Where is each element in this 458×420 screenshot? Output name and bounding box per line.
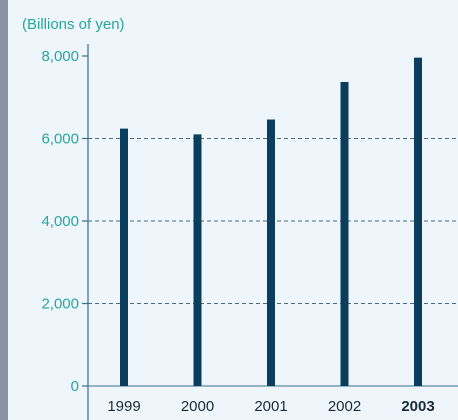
tick-labels: 0 2,000 4,000 6,000 8,000 1999 2000 2001 2002 200… <box>41 48 434 415</box>
bar-2000 <box>193 134 202 386</box>
y-tick-label: 8,000 <box>41 48 79 65</box>
bar-2002 <box>340 81 349 387</box>
x-tick-label: 1999 <box>107 398 140 415</box>
y-tick-label: 2,000 <box>41 296 79 313</box>
x-tick-label: 2002 <box>328 398 361 415</box>
bar-2001 <box>267 119 275 387</box>
unit-label: (Billions of yen) <box>22 16 125 33</box>
decorative-side-band <box>0 0 8 420</box>
bars <box>120 57 422 387</box>
y-tick-label: 0 <box>71 378 79 395</box>
bar-1999 <box>120 128 128 386</box>
bar-2003 <box>414 57 422 387</box>
x-tick-label: 2001 <box>254 398 287 415</box>
x-tick-label: 2000 <box>181 398 214 415</box>
y-tick-label: 6,000 <box>41 131 79 148</box>
y-tick-label: 4,000 <box>41 213 79 230</box>
x-tick-label: 2003 <box>401 398 434 415</box>
